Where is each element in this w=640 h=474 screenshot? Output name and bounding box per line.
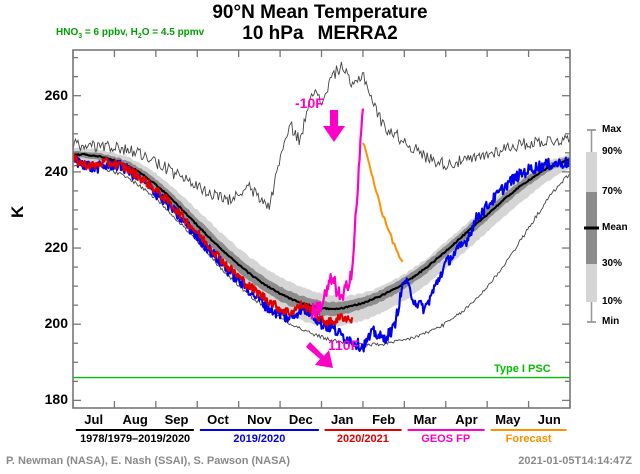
percentile-colorbar-legend: Max 90% 70% Mean 30% 10% Min [580,122,640,342]
y-tick-label: 220 [44,239,68,256]
colorbar-label-90pct: 90% [602,146,623,157]
colorbar-label-mean: Mean [602,222,628,233]
hno3-subscript: 3 [78,33,83,40]
period-legend-bar [324,429,402,431]
y-tick-label: 200 [44,315,68,332]
period-legend-geos-fp: GEOS FP [404,429,487,445]
plot-content [73,50,570,408]
y-axis-ticks: 180 200 220 240 260 [16,0,68,474]
annotation-minus-10f: -10F [295,95,324,111]
x-tick-label-sep: Sep [164,412,189,427]
period-legend: 1978/1979–2019/2020 2019/2020 2020/2021 GEO… [0,429,640,451]
x-tick-label-apr: Apr [455,412,478,427]
h2o-label: H [130,27,138,38]
annotation-type-i-psc: Type I PSC [494,363,551,375]
period-legend-forecast: Forecast [487,429,570,445]
annotation-110f: 110F [328,337,360,353]
period-legend-label: 2020/2021 [336,433,389,445]
y-tick-label: 260 [44,86,68,103]
x-tick-label-jul: Jul [84,412,104,427]
period-legend-climatology: 1978/1979–2019/2020 [73,429,197,445]
period-legend-season-2019-2020: 2019/2020 [197,429,321,445]
axis-frame [72,49,571,409]
line-forecast [362,142,404,263]
period-legend-season-2020-2021: 2020/2021 [321,429,404,445]
colorbar-label-70pct: 70% [602,186,623,197]
line-season-2019-2020 [73,155,570,353]
period-legend-label: Forecast [505,433,552,445]
x-tick-label-may: May [495,412,521,427]
colorbar-label-30pct: 30% [602,258,623,269]
period-legend-label: 1978/1979–2019/2020 [80,433,191,445]
period-legend-bar [76,429,195,431]
chemistry-note: HNO3 = 6 ppbv, H2O = 4.5 ppmv [56,27,204,40]
hno3-value: = 6 ppbv, [82,27,131,38]
line-geos-fp [310,108,365,320]
line-climatology-max [73,61,570,210]
arrow-down-minus-10f [323,110,345,142]
period-legend-bar [200,429,319,431]
x-tick-label-feb: Feb [372,412,396,427]
title-subline: 10 hPa MERRA2 [0,23,640,45]
x-tick-label-oct: Oct [207,412,229,427]
line-season-2020-2021 [73,153,354,327]
h2o-value: O = 4.5 ppmv [141,27,205,38]
y-tick-label: 180 [44,391,68,408]
x-tick-label-mar: Mar [413,412,437,427]
page-title: 90°N Mean Temperature [212,2,428,23]
colorbar-label-10pct: 10% [602,296,623,307]
h2o-subscript: 2 [137,33,142,40]
credit-text: P. Newman (NASA), E. Nash (SSAI), S. Paw… [6,455,291,467]
title-level: 10 hPa [242,23,304,44]
colorbar-label-min: Min [602,316,620,327]
period-legend-bar [490,429,567,431]
period-legend-bar [407,429,485,431]
x-tick-label-jan: Jan [331,412,354,427]
x-tick-label-nov: Nov [247,412,272,427]
x-tick-label-dec: Dec [288,412,313,427]
period-legend-label: 2019/2020 [233,433,286,445]
period-legend-label: GEOS FP [421,433,471,445]
x-tick-label-aug: Aug [122,412,148,427]
hno3-label: HNO [56,27,79,38]
timestamp-text: 2021-01-05T14:14:47Z [518,455,632,467]
colorbar-svg [584,129,599,323]
y-tick-label: 240 [44,162,68,179]
x-tick-label-jun: Jun [537,412,561,427]
title-dataset: MERRA2 [317,23,398,44]
colorbar-label-max: Max [602,124,622,135]
arrow-up-110f [306,342,333,368]
